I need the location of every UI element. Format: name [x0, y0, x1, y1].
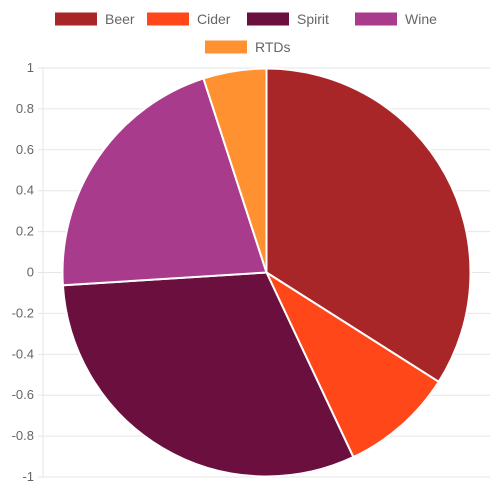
y-tick-label: -0.6	[12, 387, 34, 402]
legend-item-wine[interactable]: Wine	[355, 11, 437, 27]
legend-item-rtds[interactable]: RTDs	[205, 39, 291, 55]
legend-swatch	[55, 12, 97, 26]
y-tick-label: 1	[27, 60, 34, 75]
y-tick-label: -0.8	[12, 428, 34, 443]
pie-slice-wine[interactable]	[61, 77, 268, 287]
pie-slice-spirit[interactable]	[61, 271, 355, 478]
legend-item-cider[interactable]: Cider	[147, 11, 231, 27]
legend-swatch	[355, 12, 397, 26]
pie-slice-cider[interactable]	[264, 269, 441, 459]
legend-label: Spirit	[297, 11, 329, 27]
legend-label: RTDs	[255, 39, 291, 55]
y-tick-label: -0.4	[12, 346, 34, 361]
legend-item-spirit[interactable]: Spirit	[247, 11, 329, 27]
y-tick-label: 0.4	[16, 183, 34, 198]
legend: Beer Cider Spirit Wine RTDs	[55, 11, 437, 55]
y-tick-label: 0	[27, 265, 34, 280]
legend-label: Wine	[405, 11, 437, 27]
y-tick-label: 0.2	[16, 224, 34, 239]
y-tick-label: -1	[22, 469, 34, 484]
legend-swatch	[147, 12, 189, 26]
legend-label: Beer	[105, 11, 135, 27]
pie-slices	[61, 67, 472, 478]
y-tick-label: -0.2	[12, 305, 34, 320]
legend-item-beer[interactable]: Beer	[55, 11, 135, 27]
y-tick-label: 0.6	[16, 142, 34, 157]
legend-swatch	[247, 12, 289, 26]
legend-swatch	[205, 40, 247, 54]
y-tick-label: 0.8	[16, 101, 34, 116]
legend-label: Cider	[197, 11, 231, 27]
y-axis: 1 0.8 0.6 0.4 0.2 0 -0.2 -0.4 -0.6 -0.8 -1	[12, 60, 44, 484]
pie-slice-beer[interactable]	[265, 67, 472, 384]
pie-slice-rtds[interactable]	[202, 67, 268, 273]
